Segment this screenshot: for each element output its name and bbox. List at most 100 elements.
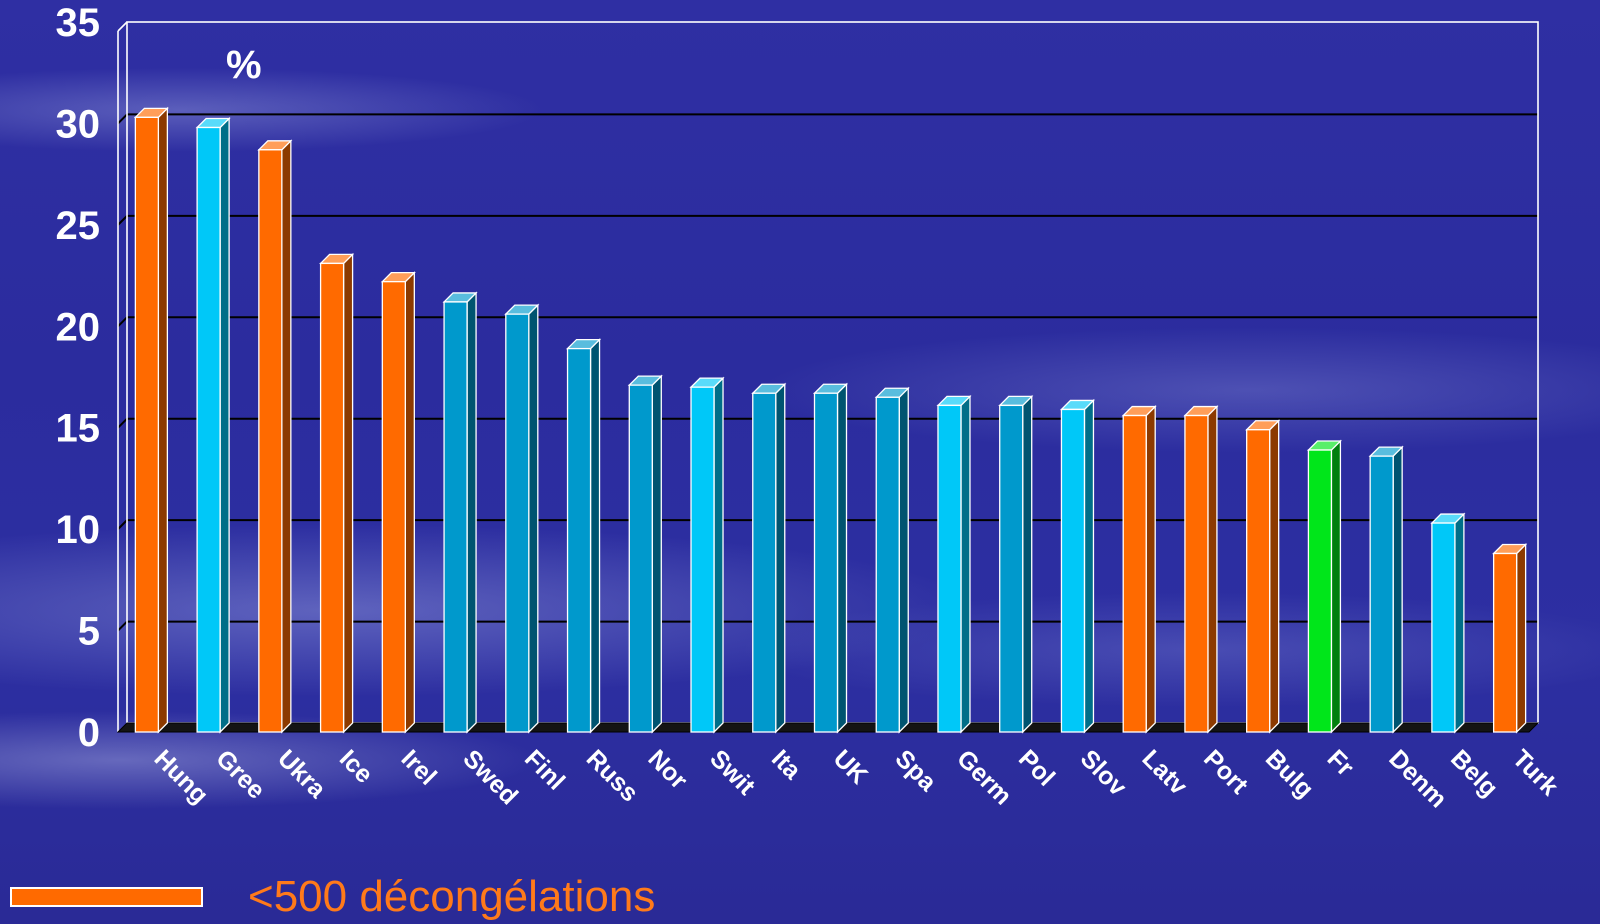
bar-side xyxy=(1330,439,1342,734)
bar xyxy=(442,291,478,734)
bar-front xyxy=(875,396,900,733)
x-category-label: Port xyxy=(1198,744,1254,800)
bar xyxy=(1306,439,1342,734)
bar-side xyxy=(281,139,292,734)
bar-side xyxy=(589,338,601,734)
y-unit-label: % xyxy=(226,43,262,87)
bar-side xyxy=(219,116,230,734)
bar-front xyxy=(196,126,221,733)
bar-side xyxy=(1207,404,1218,734)
bar-side xyxy=(1454,512,1465,734)
y-tick-label: 20 xyxy=(56,305,101,349)
bar xyxy=(1492,542,1528,734)
y-tick-label: 35 xyxy=(56,1,101,45)
bar xyxy=(751,382,787,734)
frame-edge-top xyxy=(117,21,128,32)
x-category-label: Swit xyxy=(704,744,761,801)
bar-front xyxy=(937,404,962,733)
legend: <500 décongélations xyxy=(10,870,655,924)
bar xyxy=(874,386,910,734)
y-tick-labels: 0 5 10 15 20 25 30 35 xyxy=(56,1,101,755)
bar xyxy=(627,374,663,734)
bar-front xyxy=(258,149,283,733)
y-tick-label: 10 xyxy=(56,508,101,552)
bar-front xyxy=(813,392,839,733)
bar xyxy=(319,252,355,734)
bar-front xyxy=(1122,414,1147,733)
x-category-label: Nor xyxy=(643,744,693,794)
x-category-label: UK xyxy=(828,744,873,789)
bar-front xyxy=(628,384,653,733)
bar-side xyxy=(1145,404,1156,734)
x-category-label: Latv xyxy=(1136,744,1192,800)
bar xyxy=(1430,512,1466,734)
bar xyxy=(1368,445,1404,734)
gridline-side xyxy=(117,215,128,226)
bar-side xyxy=(404,271,415,734)
bar-side xyxy=(836,382,848,734)
bar-side xyxy=(1269,419,1280,734)
bar xyxy=(195,116,231,734)
bar-side xyxy=(1083,398,1095,734)
bar xyxy=(1183,404,1219,734)
bar-front xyxy=(134,116,160,733)
x-category-label: Gree xyxy=(210,744,270,804)
bar xyxy=(380,271,416,734)
bar xyxy=(565,338,602,734)
gridline-side xyxy=(117,418,128,429)
y-tick-label: 15 xyxy=(56,407,101,451)
bar-side xyxy=(713,376,724,734)
bar-front xyxy=(1307,449,1333,733)
bar xyxy=(936,394,972,734)
bar xyxy=(504,303,540,734)
bars xyxy=(133,106,1528,734)
legend-swatch xyxy=(10,887,203,907)
bar-side xyxy=(1515,542,1527,734)
bar-front xyxy=(1431,522,1456,733)
bar-front xyxy=(752,392,777,733)
bar-front xyxy=(1492,552,1518,733)
bar-side xyxy=(157,106,169,734)
bar-front xyxy=(690,386,715,733)
bar-front xyxy=(505,313,530,733)
x-category-label: Finl xyxy=(519,744,570,795)
x-category-label: Fr xyxy=(1322,744,1360,782)
bar-side xyxy=(960,394,971,734)
gridline-side xyxy=(117,620,128,632)
bar xyxy=(1059,398,1096,734)
bar xyxy=(998,394,1034,734)
bar xyxy=(812,382,849,734)
bar-front xyxy=(443,301,468,733)
bar xyxy=(1245,419,1281,734)
legend-label: <500 décongélations xyxy=(248,872,656,921)
gridline-side xyxy=(117,316,128,327)
x-category-label: Denm xyxy=(1383,744,1452,813)
bar-side xyxy=(1022,394,1033,734)
x-category-label: Turk xyxy=(1507,744,1564,801)
x-category-label: Ita xyxy=(766,744,807,785)
bar-side xyxy=(466,291,477,734)
bar-front xyxy=(1369,455,1394,733)
bar-side xyxy=(898,386,909,734)
x-category-label: Russ xyxy=(581,744,644,807)
bar-front xyxy=(1246,429,1271,733)
bar-side xyxy=(528,303,539,734)
x-category-label: Belg xyxy=(1445,744,1503,802)
bar-front xyxy=(1184,414,1209,733)
bar-side xyxy=(342,252,354,734)
x-category-label: Germ xyxy=(951,744,1017,810)
x-category-label: Irel xyxy=(396,744,442,790)
bar-side xyxy=(1392,445,1403,734)
bar xyxy=(133,106,169,734)
y-tick-label: 25 xyxy=(56,204,101,248)
bar xyxy=(257,139,293,734)
gridline-side xyxy=(117,113,128,125)
x-category-label: Pol xyxy=(1013,744,1060,791)
x-category-label: Bulg xyxy=(1260,744,1319,803)
x-category-label: Spa xyxy=(889,744,942,797)
bar-side xyxy=(651,374,662,734)
bar-side xyxy=(775,382,786,734)
bar-front xyxy=(999,404,1024,733)
bar-front xyxy=(381,281,406,733)
